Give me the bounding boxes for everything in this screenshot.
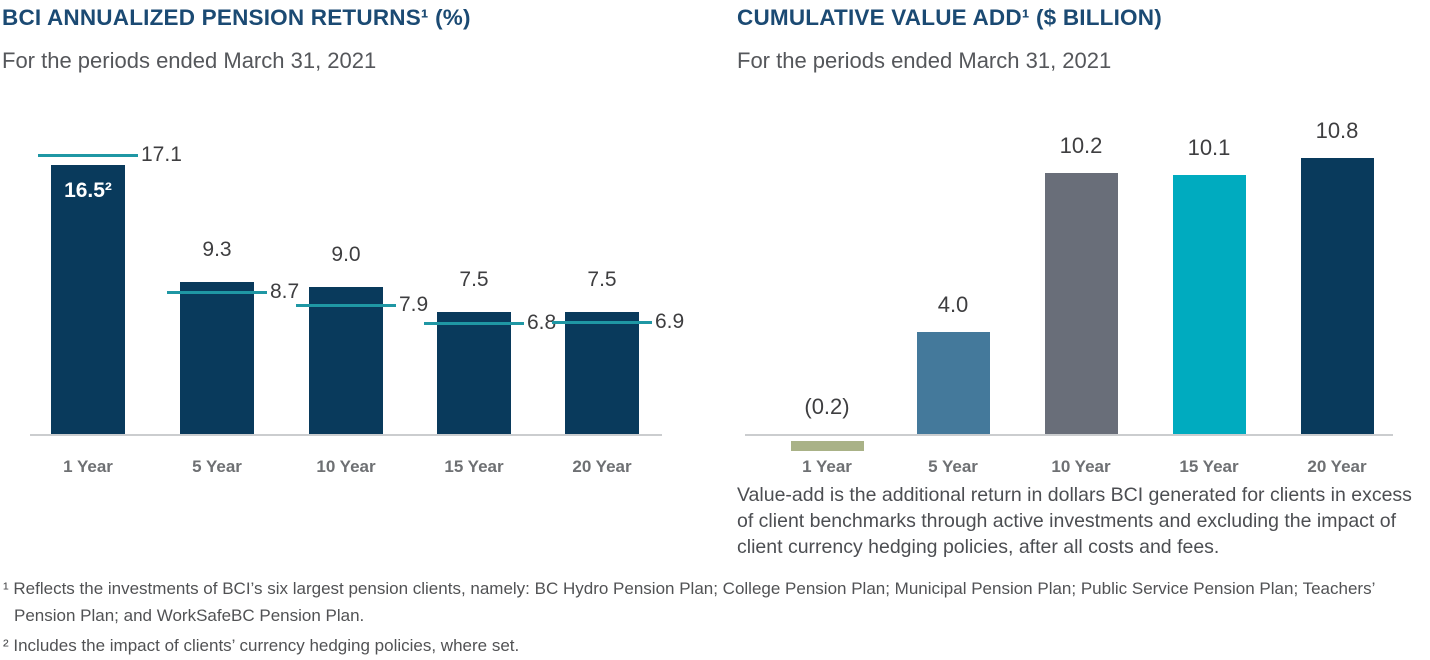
footnote-1: ¹ Reflects the investments of BCI’s six …: [3, 579, 1375, 625]
left-chart-title: BCI ANNUALIZED PENSION RETURNS¹ (%): [2, 5, 471, 30]
benchmark-value-label: 6.9: [655, 310, 685, 333]
bar-value-label: 7.5: [459, 268, 489, 291]
bar-5-year: [916, 332, 990, 434]
benchmark-value-label: 7.9: [399, 293, 429, 316]
x-axis-label-1-year: 1 Year: [802, 457, 852, 476]
bar-value-label: 9.3: [202, 238, 232, 261]
x-axis-label-1-year: 1 Year: [63, 457, 113, 476]
bar-value-label: 16.5²: [64, 179, 112, 202]
benchmark-line: [552, 321, 652, 324]
footnote-2: ² Includes the impact of clients’ curren…: [3, 636, 520, 655]
left-chart-subtitle: For the periods ended March 31, 2021: [2, 48, 377, 73]
benchmark-line: [38, 154, 138, 157]
bar-value-label: 10.2: [1059, 133, 1103, 158]
x-axis-line: [30, 434, 662, 436]
value-add-caption: Value-add is the additional return in do…: [737, 484, 1412, 558]
bar-1-year: [51, 165, 125, 434]
benchmark-value-label: 6.8: [527, 311, 557, 334]
right-chart-title: CUMULATIVE VALUE ADD¹ ($ BILLION): [737, 5, 1162, 30]
benchmark-line: [424, 322, 524, 325]
bar-10-year: [309, 287, 383, 434]
bar-value-label: 10.8: [1315, 118, 1359, 143]
pension-returns-plot: 16.5² 17.1 1 Year 9.3 8.7 5 Year 9.0 7.9 10 Year…: [30, 100, 684, 480]
bar-value-label: 4.0: [937, 292, 969, 317]
bar-value-label: 7.5: [587, 268, 617, 291]
bar-15-year: [1172, 175, 1246, 434]
bar-value-label: (0.2): [804, 394, 850, 419]
bar-20-year: [565, 312, 639, 434]
x-axis-label-5-year: 5 Year: [192, 457, 242, 476]
bar-value-label: 9.0: [331, 243, 361, 266]
benchmark-line: [167, 291, 267, 294]
x-axis-label-20-year: 20 Year: [572, 457, 632, 476]
x-axis-line: [745, 434, 1393, 436]
bar-15-year: [437, 312, 511, 434]
benchmark-line: [296, 304, 396, 307]
x-axis-label-20-year: 20 Year: [1307, 457, 1367, 476]
x-axis-label-15-year: 15 Year: [1179, 457, 1239, 476]
x-axis-label-10-year: 10 Year: [1051, 457, 1111, 476]
x-axis-label-10-year: 10 Year: [316, 457, 376, 476]
bar-1-year-negative: [790, 441, 864, 451]
bar-5-year: [180, 282, 254, 434]
value-add-plot: (0.2) 1 Year 4.0 5 Year 10.2 10 Year 10.1 15 Ye…: [745, 100, 1395, 480]
right-chart-subtitle: For the periods ended March 31, 2021: [737, 48, 1112, 73]
x-axis-label-5-year: 5 Year: [928, 457, 978, 476]
footnotes: ¹ Reflects the investments of BCI’s six …: [2, 575, 1426, 659]
x-axis-label-15-year: 15 Year: [444, 457, 504, 476]
bar-10-year: [1044, 173, 1118, 434]
bar-value-label: 10.1: [1187, 135, 1231, 160]
bar-20-year: [1300, 158, 1374, 434]
benchmark-value-label: 8.7: [270, 280, 300, 303]
benchmark-value-label: 17.1: [141, 143, 182, 166]
